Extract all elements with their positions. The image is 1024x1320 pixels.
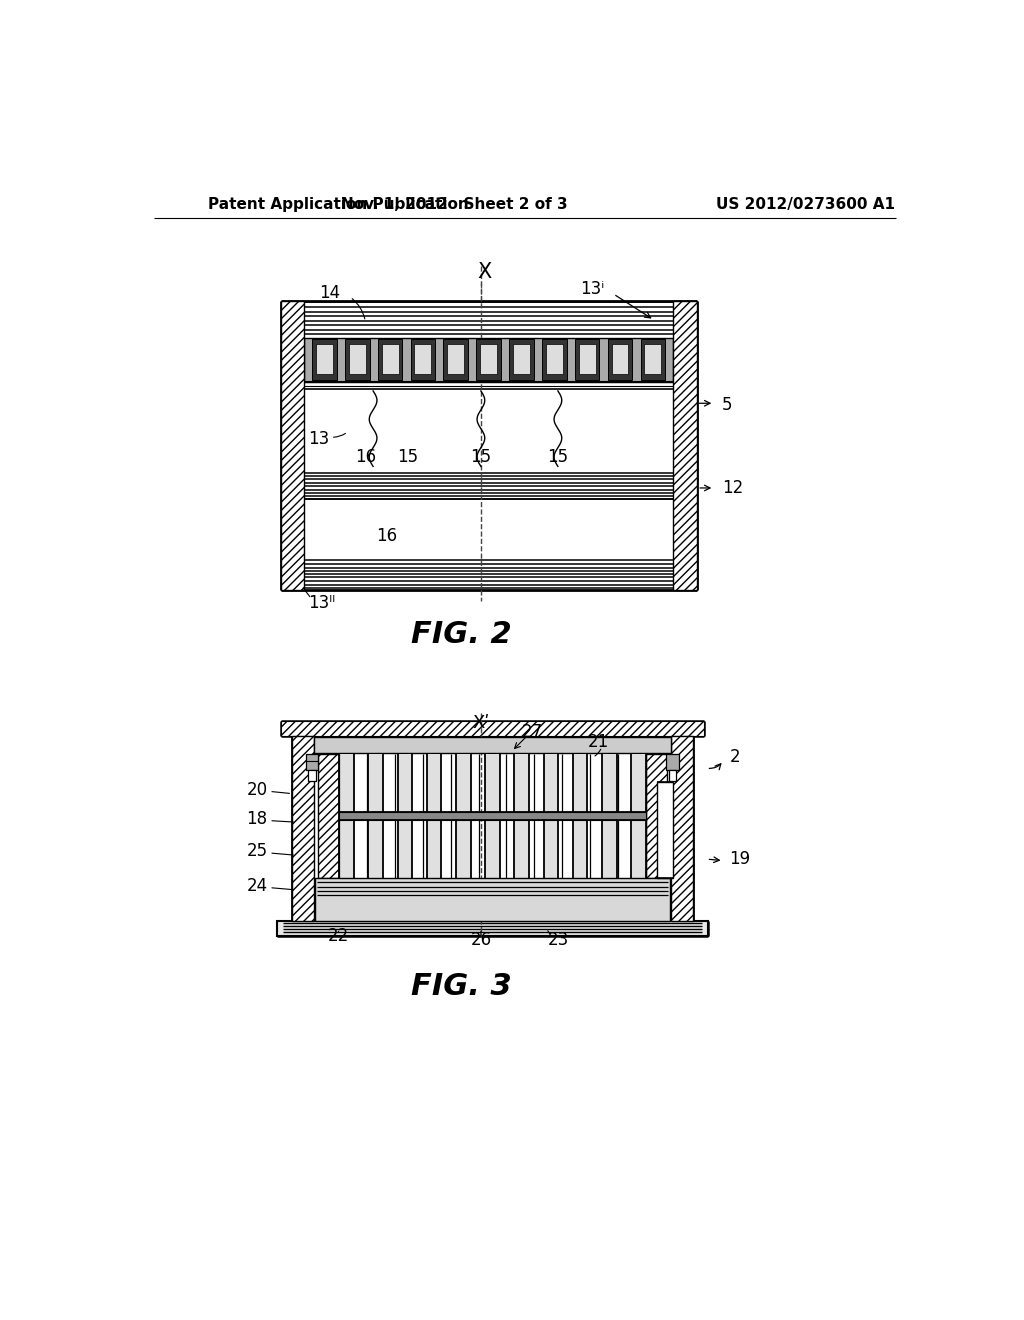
Bar [315,345,333,374]
Bar [345,339,370,380]
Bar [306,755,318,770]
Bar [281,721,705,737]
Text: 15: 15 [470,449,492,466]
Bar [611,345,629,374]
Bar [646,755,668,878]
Bar [411,339,435,380]
Bar [579,345,596,374]
Bar [674,301,696,590]
Text: 13ᴵᴵ: 13ᴵᴵ [308,594,335,611]
Text: 2: 2 [730,748,740,767]
Text: FIG. 2: FIG. 2 [412,620,512,648]
Bar [480,345,497,374]
Text: 18: 18 [247,810,267,828]
Text: 12: 12 [722,479,743,496]
Bar [671,737,692,921]
Text: FIG. 3: FIG. 3 [412,972,512,1001]
Bar [485,755,500,878]
Bar [313,738,671,752]
Text: 16: 16 [376,527,396,545]
Text: 20: 20 [247,781,267,799]
Text: 15: 15 [548,449,568,466]
Bar [574,339,599,380]
Bar [349,345,366,374]
Bar [544,755,558,878]
Bar [304,338,674,381]
Bar [312,339,337,380]
Bar [276,921,708,936]
Bar [456,755,471,878]
Text: 15: 15 [397,449,419,466]
Bar [631,755,646,878]
Bar [513,345,530,374]
Bar [546,345,563,374]
Text: 13: 13 [308,430,330,449]
Bar [369,755,383,878]
Bar [339,755,354,878]
Bar [378,339,402,380]
Bar [447,345,464,374]
Text: Xʹ: Xʹ [472,714,489,731]
Text: 23: 23 [547,931,568,949]
Bar [476,339,501,380]
Text: 19: 19 [730,850,751,869]
Bar [607,339,633,380]
Bar [281,301,304,590]
Bar [644,345,662,374]
Text: 14: 14 [318,284,340,302]
Bar [292,737,313,921]
Bar [667,755,679,770]
Bar [542,339,566,380]
Text: 25: 25 [247,842,267,861]
Bar [669,770,677,780]
Text: 13ⁱ: 13ⁱ [581,280,605,298]
Bar [657,781,673,878]
Bar [339,812,646,820]
Text: 21: 21 [588,733,609,751]
Bar [509,339,534,380]
Text: US 2012/0273600 A1: US 2012/0273600 A1 [716,197,895,213]
Text: 5: 5 [722,396,732,413]
Text: 27: 27 [522,723,543,741]
Bar [415,345,431,374]
Bar [514,755,529,878]
Text: 22: 22 [328,927,349,945]
Bar [641,339,666,380]
Bar [397,755,413,878]
Text: 26: 26 [470,931,492,949]
Bar [427,755,441,878]
Text: Patent Application Publication: Patent Application Publication [208,197,468,213]
Text: Nov. 1, 2012   Sheet 2 of 3: Nov. 1, 2012 Sheet 2 of 3 [341,197,567,213]
Bar [443,339,468,380]
Bar [572,755,588,878]
Bar [382,345,398,374]
Text: X: X [477,263,492,282]
Text: 16: 16 [355,449,376,466]
Text: 24: 24 [247,876,267,895]
Bar [308,770,316,780]
Bar [315,878,670,921]
Bar [602,755,616,878]
Bar [317,755,339,878]
